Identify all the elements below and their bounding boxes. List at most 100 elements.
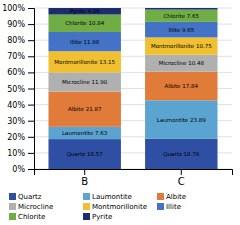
y-tick-mark [28, 40, 34, 41]
legend-swatch [9, 213, 16, 220]
y-tick-mark [28, 72, 34, 73]
x-tick-label: C [178, 176, 185, 187]
y-tick-mark [28, 105, 34, 106]
legend-label: Albite [166, 193, 186, 201]
data-label: Albite 21.87 [68, 106, 102, 112]
y-tick-label: 80% [7, 36, 25, 45]
legend-item: Illite [157, 203, 181, 211]
legend-label: Microcline [18, 203, 53, 211]
data-label: Chlorite 10.84 [65, 20, 105, 26]
y-tick: 70% [7, 52, 34, 61]
y-tick: 30% [7, 117, 34, 126]
bars [48, 8, 217, 169]
series [48, 37, 217, 72]
x-tick-mark [84, 169, 85, 175]
legend-item: Laumontite [83, 193, 132, 201]
bar-segment [48, 32, 120, 51]
x-tick-mark [181, 169, 182, 175]
data-label: Microcline 11.90 [62, 79, 108, 85]
y-axis-line [28, 9, 35, 170]
y-tick-mark [28, 121, 34, 122]
series [48, 55, 217, 92]
legend-swatch [83, 193, 90, 200]
legend: Quartz Laumontite Albite Microcline Montmori… [9, 193, 186, 221]
data-label: Montmorillonite 10.75 [151, 43, 212, 49]
y-tick-label: 30% [7, 117, 25, 126]
bar-segment [145, 10, 217, 22]
legend-label: Pyrite [92, 213, 112, 221]
legend-swatch [9, 203, 16, 210]
y-tick: 50% [7, 85, 34, 94]
y-tick-label: 70% [7, 52, 25, 61]
y-tick-mark [28, 56, 34, 57]
bar-segment [48, 127, 120, 139]
legend-label: Laumontite [92, 193, 132, 201]
legend-label: Montmorillonite [92, 203, 147, 211]
x-tick: C [178, 169, 185, 187]
legend-item: Pyrite [83, 213, 112, 221]
y-tick: 0% [12, 165, 34, 174]
data-label: Chlorite 7.65 [164, 13, 200, 19]
y-tick: 60% [7, 68, 34, 77]
bar-segment [145, 139, 217, 169]
x-tick-label: B [81, 176, 88, 187]
data-label: Illite 11.98 [70, 39, 100, 45]
data-labels: Quartz 18.57Quartz 18.76Laumontite 7.63L… [54, 8, 212, 157]
y-tick-mark [28, 8, 34, 9]
y-tick-mark [28, 24, 34, 25]
series [48, 139, 217, 169]
bar-segment [145, 8, 217, 10]
legend-item: Albite [157, 193, 186, 201]
legend-swatch [9, 193, 16, 200]
legend-swatch [83, 213, 90, 220]
x-tick: B [81, 169, 88, 187]
bar-segment [145, 37, 217, 54]
bar-segment [145, 55, 217, 72]
bar-segment [48, 8, 120, 15]
y-axis: 0% 10% 20% 30% 40% 50% 60% 70% 80% 90% 100% [2, 4, 34, 174]
y-tick: 100% [2, 4, 34, 13]
bar-segment [48, 51, 120, 72]
y-tick-mark [28, 169, 34, 170]
bar-segment [48, 92, 120, 127]
y-tick-label: 10% [7, 149, 25, 158]
data-label: Pyrite 4.06 [70, 8, 100, 15]
y-tick: 90% [7, 20, 34, 29]
data-label: Montmorillonite 13.15 [54, 59, 115, 65]
y-tick-label: 20% [7, 133, 25, 142]
legend-swatch [157, 193, 164, 200]
data-label: Microcline 10.48 [159, 60, 205, 66]
legend-item: Montmorillonite [83, 203, 147, 211]
series [48, 72, 217, 127]
y-tick-label: 0% [12, 165, 25, 174]
x-axis-line [35, 170, 233, 176]
y-tick-label: 90% [7, 20, 25, 29]
y-tick: 10% [7, 149, 34, 158]
legend-item: Microcline [9, 203, 53, 211]
data-label: Quartz 18.57 [67, 151, 103, 157]
y-tick-label: 40% [7, 101, 25, 110]
legend-item: Quartz [9, 193, 42, 201]
x-axis: BC [35, 169, 233, 187]
y-tick-label: 50% [7, 85, 25, 94]
data-label: Albite 17.84 [165, 83, 199, 89]
y-tick: 40% [7, 101, 34, 110]
legend-item: Chlorite [9, 213, 45, 221]
legend-label: Quartz [18, 193, 42, 201]
y-tick: 20% [7, 133, 34, 142]
grid [34, 8, 232, 169]
y-tick: 80% [7, 36, 34, 45]
data-label: Laumontite 7.63 [62, 130, 108, 136]
bar-segment [145, 22, 217, 38]
data-label: Laumontite 23.89 [157, 117, 206, 123]
data-label: Illite 9.65 [168, 27, 194, 33]
legend-swatch [157, 203, 164, 210]
legend-swatch [83, 203, 90, 210]
bar-segment [48, 15, 120, 32]
y-tick-mark [28, 137, 34, 138]
bar-segment [48, 139, 120, 169]
bar-segment [145, 100, 217, 138]
bar-segment [48, 72, 120, 91]
y-tick-mark [28, 89, 34, 90]
legend-label: Illite [166, 203, 181, 211]
